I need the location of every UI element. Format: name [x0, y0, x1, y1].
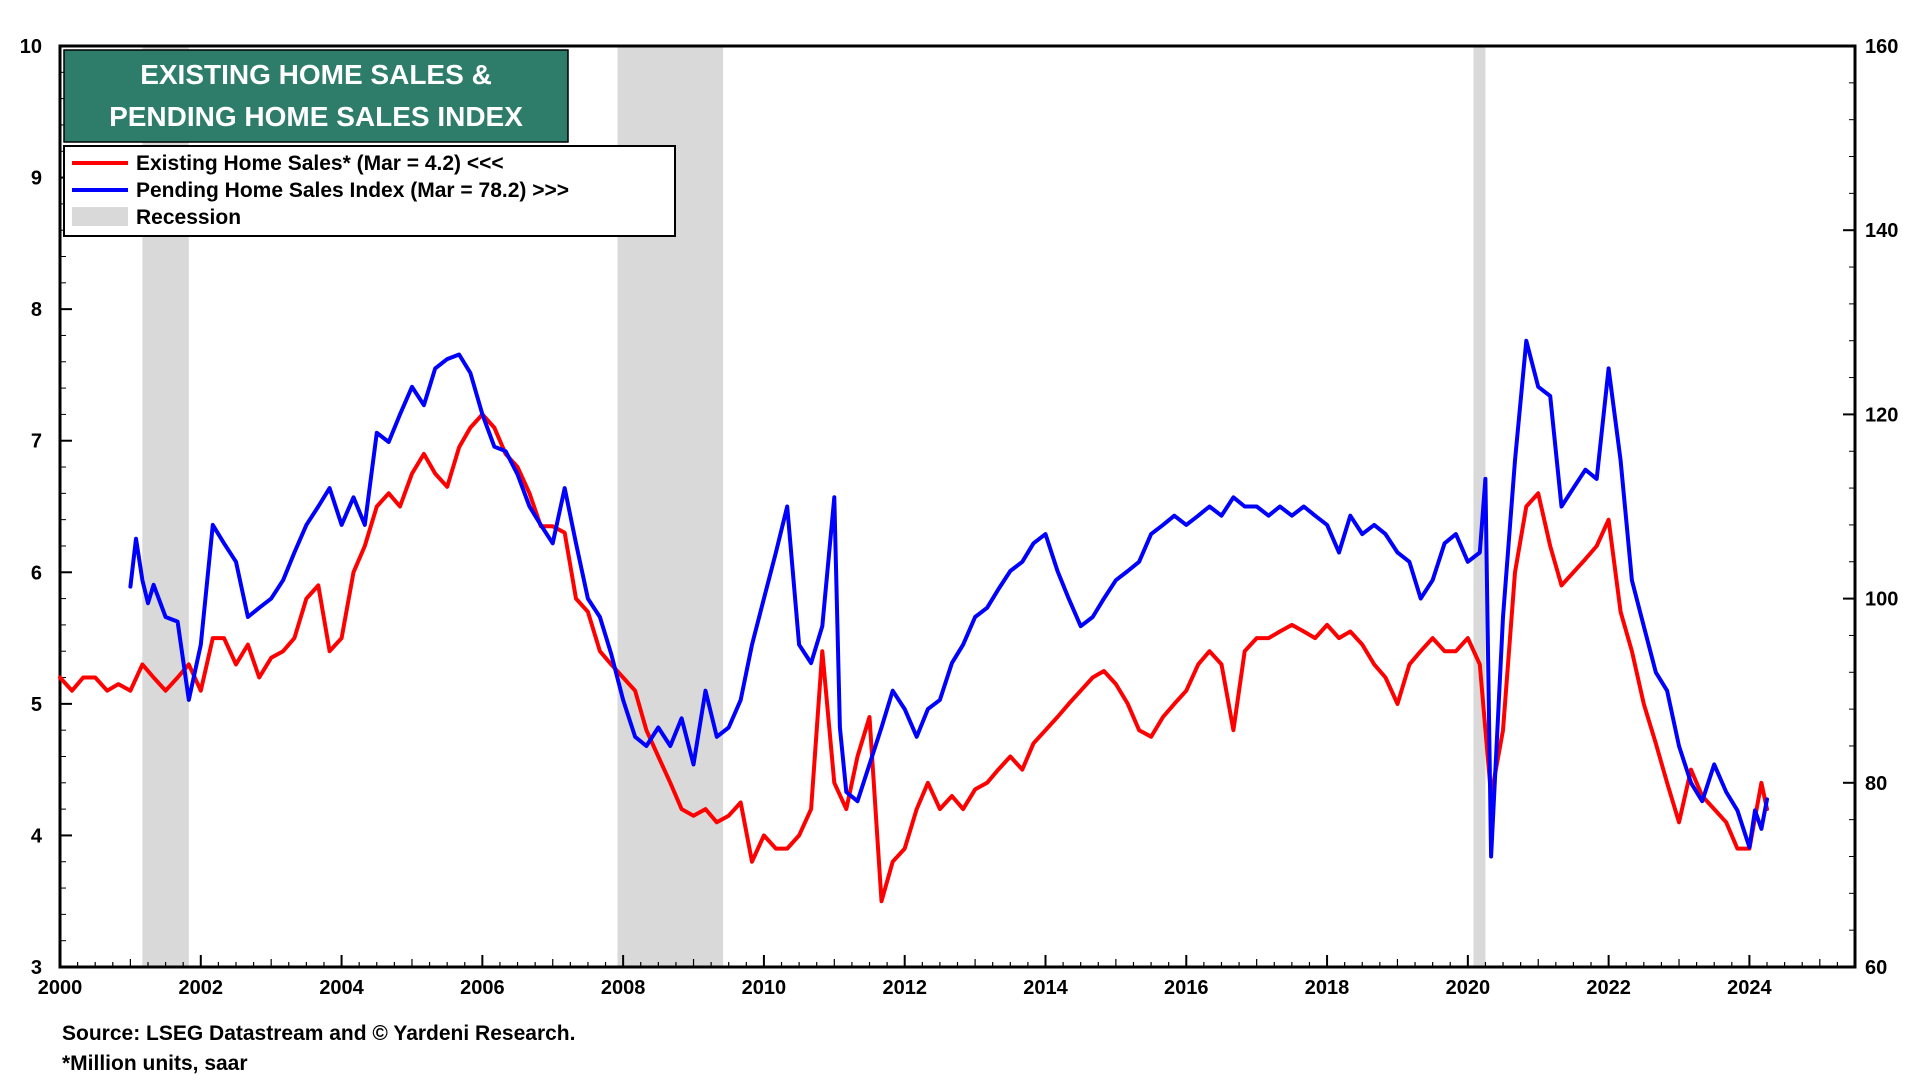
- source-note: Source: LSEG Datastream and © Yardeni Re…: [62, 1022, 575, 1045]
- y-right-tick-label: 160: [1865, 36, 1898, 58]
- units-note: *Million units, saar: [62, 1052, 248, 1075]
- y-right-tick-label: 100: [1865, 589, 1898, 611]
- y-left-tick-label: 4: [31, 825, 43, 847]
- title-line-2: PENDING HOME SALES INDEX: [109, 101, 523, 132]
- x-tick-label: 2016: [1164, 977, 1209, 999]
- y-left-tick-label: 8: [31, 299, 42, 321]
- y-right-tick-label: 140: [1865, 220, 1898, 242]
- x-tick-label: 2008: [601, 977, 646, 999]
- y-left-tick-label: 9: [31, 168, 42, 190]
- axis-ticks: 2000 2002 2004 2006 2008 2010 2012 2014 2016 2018…: [20, 36, 1899, 999]
- y-left-tick-label: 7: [31, 431, 42, 453]
- series-line-existing-home-sales: [58, 412, 1769, 904]
- x-tick-label: 2020: [1446, 977, 1491, 999]
- x-tick-label: 2004: [319, 977, 364, 999]
- y-left-tick-label: 10: [20, 36, 42, 58]
- y-right-tick-label: 60: [1865, 957, 1887, 979]
- x-tick-label: 2024: [1727, 977, 1772, 999]
- x-tick-label: 2002: [179, 977, 224, 999]
- y-left-tick-label: 5: [31, 694, 42, 716]
- y-right-tick-label: 120: [1865, 404, 1898, 426]
- chart-title: EXISTING HOME SALES & PENDING HOME SALES…: [63, 49, 569, 143]
- legend-swatch-recession: [72, 207, 128, 226]
- x-tick-label: 2010: [742, 977, 787, 999]
- x-tick-label: 2022: [1586, 977, 1631, 999]
- legend: Existing Home Sales* (Mar = 4.2) <<< Pen…: [63, 145, 676, 237]
- x-tick-label: 2018: [1305, 977, 1350, 999]
- x-tick-label: 2006: [460, 977, 505, 999]
- x-tick-label: 2000: [38, 977, 83, 999]
- legend-label-recession: Recession: [136, 206, 241, 229]
- y-right-tick-label: 80: [1865, 773, 1887, 795]
- recession-band: [1473, 46, 1486, 967]
- legend-label-pending: Pending Home Sales Index (Mar = 78.2) >>…: [136, 179, 569, 202]
- y-left-tick-label: 3: [31, 957, 42, 979]
- y-left-tick-label: 6: [31, 562, 42, 584]
- x-tick-label: 2014: [1023, 977, 1068, 999]
- x-tick-label: 2012: [882, 977, 927, 999]
- series-line-pending-home-sales-index: [128, 338, 1769, 859]
- title-line-1: EXISTING HOME SALES &: [140, 59, 492, 90]
- legend-label-existing: Existing Home Sales* (Mar = 4.2) <<<: [136, 152, 504, 175]
- series-layer: [58, 338, 1769, 904]
